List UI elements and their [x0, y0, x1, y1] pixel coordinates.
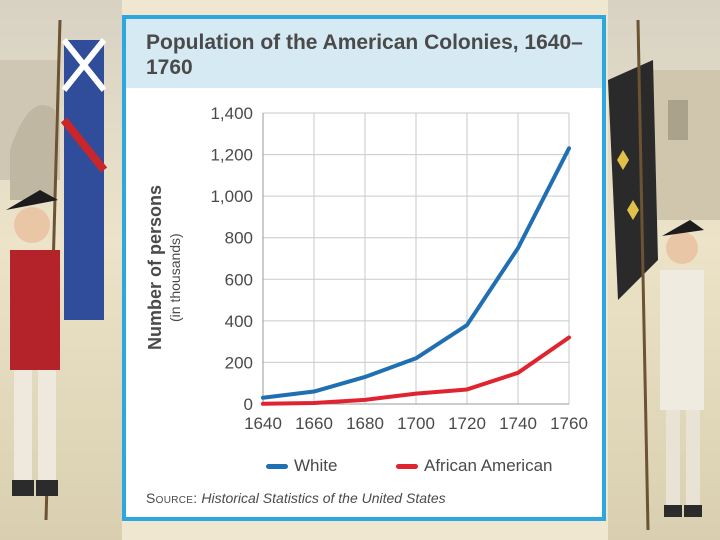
data-point-white: [261, 396, 265, 400]
legend-label-african-american: African American: [424, 456, 553, 475]
left-decorative-painting: [0, 0, 122, 540]
y-tick-label: 1,400: [210, 104, 253, 123]
legend-item-african-american: African American: [396, 456, 553, 476]
data-point-african-american: [414, 392, 418, 396]
y-axis-tick-labels: 0 200 400 600 800 1,000 1,200 1,400: [210, 104, 253, 414]
series-lines: [261, 146, 571, 406]
chart-title: Population of the American Colonies, 164…: [146, 31, 583, 79]
y-tick-label: 200: [225, 353, 253, 372]
soldier-with-banner-illustration: [608, 19, 720, 531]
x-tick-label: 1760: [550, 414, 588, 433]
data-point-african-american: [465, 387, 469, 391]
data-point-african-american: [261, 402, 265, 406]
line-chart-plot: 0 200 400 600 800 1,000 1,200 1,400 1640 1660 168…: [210, 104, 588, 433]
data-point-african-american: [363, 398, 367, 402]
legend-label-white: White: [294, 456, 338, 475]
x-tick-label: 1660: [295, 414, 333, 433]
legend-swatch-african-american: [396, 463, 418, 469]
data-point-white: [363, 375, 367, 379]
x-tick-label: 1640: [244, 414, 282, 433]
x-tick-label: 1720: [448, 414, 486, 433]
x-tick-label: 1700: [397, 414, 435, 433]
data-point-white: [567, 146, 571, 150]
x-tick-label: 1740: [499, 414, 537, 433]
chart-card: Population of the American Colonies, 164…: [122, 15, 606, 521]
legend-item-white: White: [266, 456, 337, 476]
title-band: Population of the American Colonies, 164…: [126, 19, 602, 88]
source-note: Source: Historical Statistics of the Uni…: [146, 490, 446, 506]
data-point-white: [465, 323, 469, 327]
legend-swatch-white: [266, 463, 288, 469]
data-point-white: [516, 246, 520, 250]
soldier-with-flag-illustration: [0, 19, 108, 521]
y-tick-label: 1,000: [210, 187, 253, 206]
y-tick-label: 600: [225, 270, 253, 289]
chart-legend: White African American: [126, 456, 602, 480]
source-label: Source:: [146, 490, 198, 506]
source-text: Historical Statistics of the United Stat…: [201, 490, 446, 506]
data-point-white: [414, 356, 418, 360]
y-tick-label: 1,200: [210, 146, 253, 165]
y-tick-label: 800: [225, 229, 253, 248]
data-point-african-american: [312, 401, 316, 405]
y-tick-label: 400: [225, 312, 253, 331]
x-axis-tick-labels: 1640 1660 1680 1700 1720 1740 1760: [244, 414, 588, 433]
y-tick-label: 0: [244, 395, 253, 414]
y-axis-subtitle: (in thousands): [167, 233, 183, 322]
data-point-african-american: [567, 335, 571, 339]
x-tick-label: 1680: [346, 414, 384, 433]
data-point-african-american: [516, 371, 520, 375]
right-decorative-painting: [608, 0, 720, 540]
y-axis-title: Number of persons: [145, 184, 165, 350]
data-point-white: [312, 390, 316, 394]
